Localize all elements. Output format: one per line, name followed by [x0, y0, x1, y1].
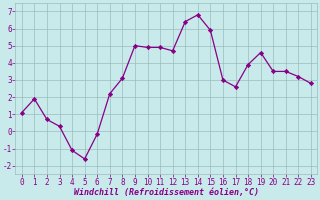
X-axis label: Windchill (Refroidissement éolien,°C): Windchill (Refroidissement éolien,°C): [74, 188, 259, 197]
